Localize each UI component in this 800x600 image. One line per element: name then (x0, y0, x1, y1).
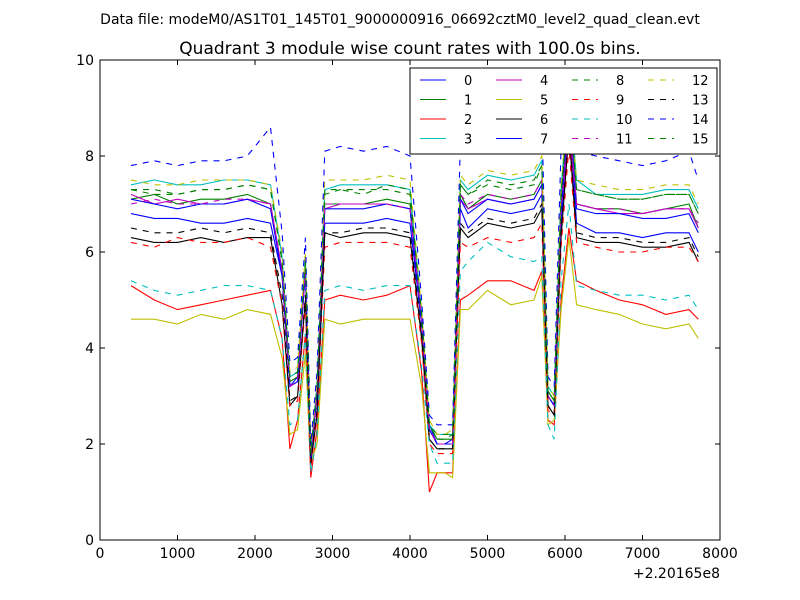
legend-box (409, 67, 718, 155)
chart-title: Quadrant 3 module wise count rates with … (179, 39, 640, 59)
series-line-13 (130, 127, 699, 464)
legend-label-6: 6 (540, 113, 548, 128)
legend-label-4: 4 (540, 74, 548, 89)
series-line-10 (130, 203, 699, 473)
legend-label-9: 9 (616, 94, 624, 109)
series-line-14 (130, 79, 699, 445)
legend-label-15: 15 (692, 133, 709, 148)
legend-label-11: 11 (616, 133, 633, 148)
legend-label-8: 8 (616, 74, 624, 89)
legend-label-14: 14 (692, 113, 709, 128)
x-axis-offset-label: +2.20165e8 (633, 566, 720, 582)
legend-label-3: 3 (464, 133, 472, 148)
x-tick-label: 1000 (160, 546, 196, 562)
series-line-11 (130, 117, 699, 459)
series-line-8 (130, 93, 699, 454)
figure-suptitle: Data file: modeM0/AS1T01_145T01_90000009… (100, 12, 700, 28)
x-tick-label: 8000 (702, 546, 738, 562)
y-tick-label: 8 (85, 149, 94, 165)
legend-label-5: 5 (540, 94, 548, 109)
y-tick-label: 2 (85, 437, 94, 453)
legend-label-13: 13 (692, 94, 709, 109)
y-tick-label: 10 (76, 53, 94, 69)
y-tick-label: 4 (85, 341, 94, 357)
series-line-9 (130, 146, 699, 469)
x-tick-label: 2000 (237, 546, 273, 562)
x-tick-label: 7000 (625, 546, 661, 562)
x-tick-label: 5000 (470, 546, 506, 562)
x-tick-label: 4000 (392, 546, 428, 562)
legend-label-0: 0 (464, 74, 472, 89)
x-tick-label: 3000 (315, 546, 351, 562)
legend-label-7: 7 (540, 133, 548, 148)
legend-label-1: 1 (464, 94, 472, 109)
x-tick-label: 6000 (547, 546, 583, 562)
legend-label-10: 10 (616, 113, 633, 128)
legend-label-2: 2 (464, 113, 472, 128)
legend-label-12: 12 (692, 74, 709, 89)
series-line-5 (131, 237, 699, 479)
y-tick-label: 6 (85, 245, 94, 261)
y-tick-label: 0 (85, 533, 94, 549)
x-tick-label: 0 (96, 546, 105, 562)
